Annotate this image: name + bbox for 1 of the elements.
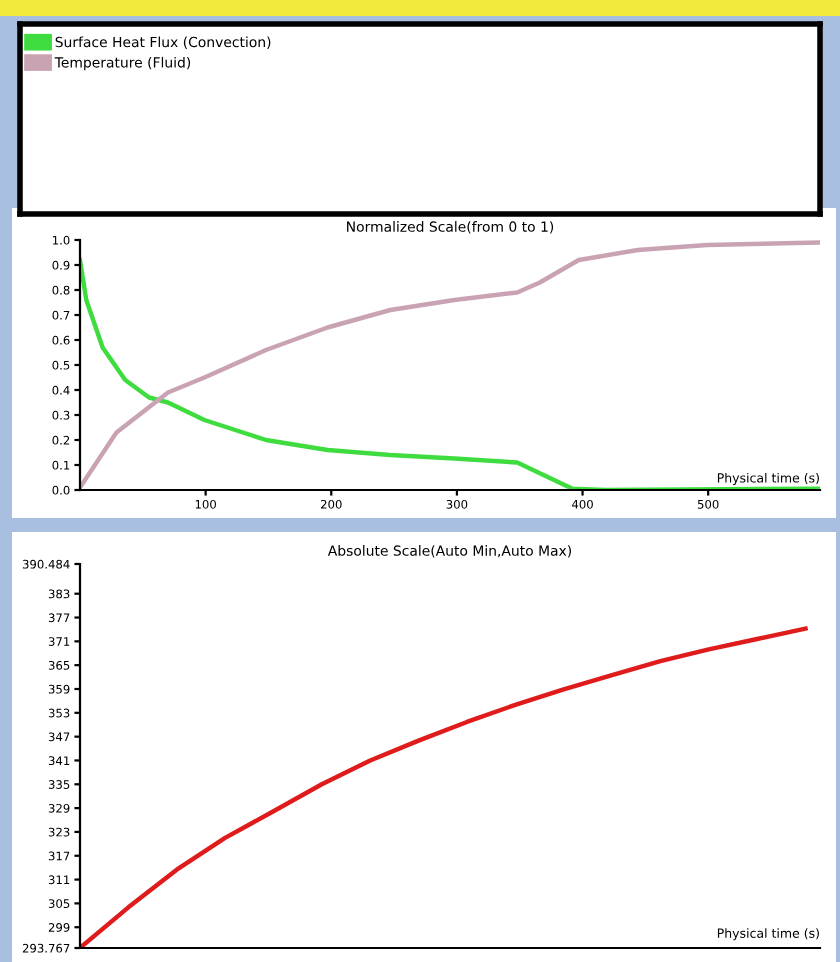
line-series <box>80 626 808 948</box>
